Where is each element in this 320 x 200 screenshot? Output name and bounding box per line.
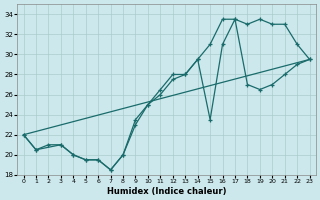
X-axis label: Humidex (Indice chaleur): Humidex (Indice chaleur) (107, 187, 226, 196)
